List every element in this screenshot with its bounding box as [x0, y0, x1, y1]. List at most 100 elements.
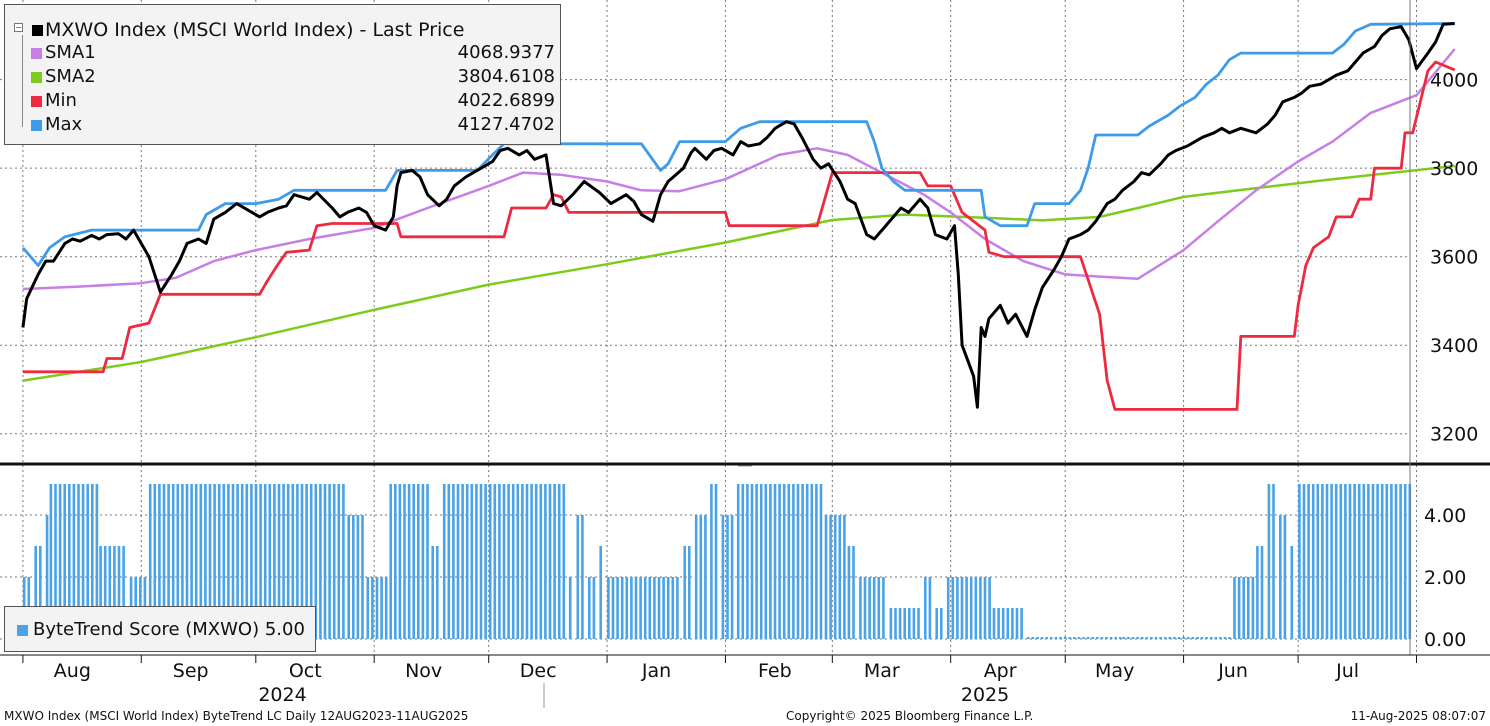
score-bar [39, 546, 42, 639]
score-bar [507, 484, 510, 639]
score-bar [819, 484, 823, 639]
score-bar [1209, 637, 1213, 639]
score-bar [1191, 637, 1195, 639]
price-tick-label: 3200 [1430, 424, 1478, 446]
score-bar [309, 484, 313, 639]
score-bar [662, 577, 665, 639]
score-bar [479, 484, 483, 639]
score-tick-label: 4.00 [1424, 505, 1466, 527]
score-bar [352, 515, 355, 639]
year-label: 2025 [961, 684, 1009, 706]
score-bar [1127, 637, 1130, 639]
score-bar [726, 515, 729, 639]
score-bar [1196, 637, 1199, 639]
footer-left: MXWO Index (MSCI World Index) ByteTrend … [4, 709, 469, 723]
series-line-min [22, 60, 1456, 411]
score-bar [1321, 484, 1324, 639]
score-bar [95, 484, 99, 639]
score-bar [181, 484, 184, 639]
score-bar [894, 608, 897, 639]
score-bar [965, 577, 968, 639]
score-bar [1031, 637, 1035, 639]
score-bar [1399, 484, 1402, 639]
score-bar [908, 608, 911, 639]
score-bar [511, 484, 515, 639]
footer-timestamp: 11-Aug-2025 08:07:07 [1350, 709, 1486, 723]
score-bar [634, 577, 638, 639]
score-bar [158, 484, 161, 639]
legend-item-name: SMA1 [45, 42, 96, 63]
price-tick-label: 3800 [1430, 158, 1478, 180]
score-bar [1367, 484, 1370, 639]
score-bar [328, 484, 331, 639]
legend-item-sma1: SMA1 4068.9377 [29, 42, 555, 66]
month-label: Aug [54, 660, 91, 682]
score-bar [599, 546, 602, 639]
score-bar [1011, 608, 1014, 639]
score-bar [1150, 637, 1153, 639]
score-bar [1357, 484, 1361, 639]
score-bar [877, 577, 881, 639]
score-bar [217, 484, 221, 639]
score-bar [882, 577, 885, 639]
score-bar [1096, 637, 1099, 639]
score-bar [833, 515, 837, 639]
score-bar [1371, 484, 1375, 639]
score-bar [49, 484, 53, 639]
score-bar [592, 577, 596, 639]
score-bar [245, 484, 249, 639]
score-bar [1251, 577, 1255, 639]
score-bar [456, 484, 460, 639]
month-label: May [1095, 660, 1134, 682]
score-bar [63, 484, 66, 639]
score-bar [286, 484, 290, 639]
score-bar [852, 546, 855, 639]
score-bar [484, 484, 487, 639]
score-bar [366, 577, 370, 639]
month-label: Mar [864, 660, 900, 682]
score-bar [1302, 484, 1306, 639]
score-bar [1154, 637, 1158, 639]
score-bar [254, 484, 258, 639]
score-bar [928, 577, 932, 639]
score-bar [1298, 484, 1301, 639]
score-bar [657, 577, 661, 639]
score-bars [22, 484, 1412, 639]
price-series [21, 22, 1456, 411]
score-bar [755, 484, 758, 639]
score-bar [1173, 637, 1176, 639]
score-bar [782, 484, 786, 639]
score-bar [1182, 637, 1185, 639]
score-bar [620, 577, 624, 639]
score-bar [375, 577, 379, 639]
score-bar [630, 577, 633, 639]
score-bar [236, 484, 239, 639]
score-bar [810, 484, 814, 639]
collapse-icon[interactable]: − [14, 23, 23, 32]
legend-item-min: Min 4022.6899 [29, 90, 555, 114]
score-bar [997, 608, 1000, 639]
score-bar [1045, 637, 1048, 639]
score-bar [291, 484, 295, 639]
score-bar [924, 577, 927, 639]
score-bar [1082, 637, 1085, 639]
score-bar [983, 577, 987, 639]
score-bar [1105, 637, 1108, 639]
score-bar [436, 546, 439, 639]
score-bar [162, 484, 166, 639]
sma1-swatch [31, 48, 42, 59]
score-bar [356, 515, 360, 639]
legend-item-name: Min [45, 90, 77, 111]
score-bar [773, 484, 777, 639]
score-bar [903, 608, 906, 639]
legend-title: MXWO Index (MSCI World Index) - Last Pri… [45, 19, 465, 41]
max-swatch [31, 120, 42, 131]
score-bar [213, 484, 216, 639]
score-bar [898, 608, 902, 639]
score-bar [1353, 484, 1356, 639]
score-bar [714, 484, 718, 639]
score-bar [1140, 637, 1144, 639]
score-bar [796, 484, 800, 639]
score-bar [843, 515, 846, 639]
sma2-swatch [31, 72, 42, 83]
